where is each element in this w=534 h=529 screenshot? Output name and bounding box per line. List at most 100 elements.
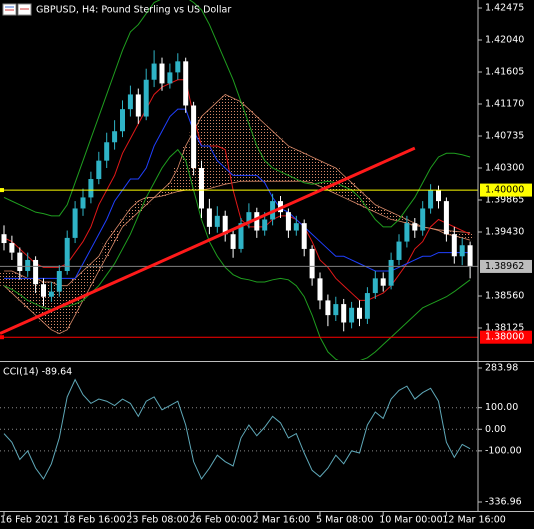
x-tick-label: 10 Mar 00:00 (379, 515, 442, 526)
candle-body (293, 223, 299, 231)
cci-line (3, 378, 471, 480)
candle-body (88, 179, 94, 198)
cloud-slice (308, 156, 317, 183)
cloud-slice (31, 278, 40, 316)
cci-plot (0, 378, 478, 480)
candle-body (285, 212, 291, 231)
x-tick-label: 2 Mar 16:00 (253, 515, 310, 526)
candle-body (262, 219, 268, 231)
cloud-slice (323, 164, 332, 191)
candle-body (41, 284, 46, 297)
cloud-slice (268, 131, 277, 182)
candle-body (206, 208, 212, 227)
cloud-slice (292, 149, 301, 182)
cloud-slice (165, 182, 174, 194)
candle-body (451, 234, 457, 257)
y-tick-label: 100.00 (485, 402, 518, 413)
candle-body (48, 291, 54, 297)
cloud-edge (3, 93, 471, 334)
y-tick-label: 0.00 (485, 424, 506, 435)
candle-body (443, 201, 449, 235)
candle-body (96, 160, 102, 180)
y-tick-label: 1.41605 (485, 67, 524, 78)
cloud-slice (110, 230, 119, 242)
cloud-slice (395, 215, 403, 221)
candle-body (412, 223, 418, 231)
cloud-slice (371, 204, 380, 213)
candle-body (1, 234, 7, 244)
candle-body (199, 168, 204, 209)
candle-body (9, 243, 15, 253)
cloud-slice (458, 232, 467, 238)
cloud-slice (284, 145, 293, 182)
y-tick-label: 1.40300 (485, 163, 524, 174)
candle-body (120, 109, 125, 132)
candle-body (104, 142, 110, 161)
candle-body (396, 241, 402, 260)
cloud-slice (47, 282, 56, 330)
candle-body (238, 223, 244, 249)
last-price-box (480, 259, 532, 273)
candle-body (151, 63, 157, 80)
cloud-slice (118, 219, 127, 227)
candle-body (127, 94, 133, 110)
cloud-slice (197, 116, 206, 191)
last-price-label: 1.38962 (485, 261, 524, 272)
candle-body (246, 212, 252, 224)
cloud-slice (71, 278, 80, 316)
candle-body (341, 304, 347, 323)
y-tick-label: 1.42040 (485, 35, 524, 46)
level-box (480, 183, 532, 197)
price-plot (0, 0, 478, 360)
candle-body (214, 215, 220, 227)
candle-body (191, 105, 197, 169)
x-tick-label: 18 Feb 16:00 (63, 515, 125, 526)
cloud-edge (4, 180, 471, 287)
cloud-slice (7, 270, 16, 294)
x-tick-label: 26 Feb 00:00 (190, 515, 252, 526)
level-anchor (0, 335, 4, 340)
candle-body (112, 131, 118, 143)
candle-body (254, 212, 260, 231)
cloud-slice (126, 208, 135, 220)
candle-body (420, 208, 426, 231)
cloud-slice (79, 270, 87, 301)
candle-body (25, 259, 31, 271)
candle-body (135, 94, 141, 117)
candle-body (380, 278, 386, 286)
y-tick-label: 283.98 (485, 363, 518, 374)
cloud-slice (55, 285, 64, 334)
candle-body (428, 190, 434, 209)
cloud-slice (134, 201, 143, 213)
candle-body (372, 278, 378, 294)
level-anchor (0, 188, 4, 193)
cloud-slice (229, 98, 238, 183)
cloud-slice (86, 263, 95, 286)
y-tick-label: 1.38125 (485, 323, 524, 334)
candle-body (325, 300, 331, 316)
cloud-slice (276, 138, 285, 182)
trend-line (0, 146, 416, 335)
cloud-slice (102, 241, 111, 257)
candle-body (17, 252, 23, 271)
candle-body (309, 248, 315, 279)
candle-body (80, 197, 86, 209)
symbol-icon (2, 3, 32, 16)
level-box (480, 330, 532, 344)
y-tick-label: 1.40735 (485, 131, 524, 142)
cloud-slice (387, 212, 396, 220)
cloud-slice (15, 274, 24, 301)
x-tick-label: 16 Feb 2021 (0, 515, 59, 526)
cloud-slice (63, 285, 72, 330)
candle-body (183, 61, 189, 106)
candle-body (56, 270, 62, 292)
cloud-slice (94, 256, 103, 271)
cloud-slice (158, 190, 166, 196)
cloud-slice (316, 160, 324, 187)
y-tick-label: 1.42475 (485, 3, 524, 14)
candle-body (301, 223, 307, 249)
cloud-slice (173, 168, 182, 192)
cloud-slice (244, 109, 253, 182)
cloud-slice (142, 197, 151, 205)
